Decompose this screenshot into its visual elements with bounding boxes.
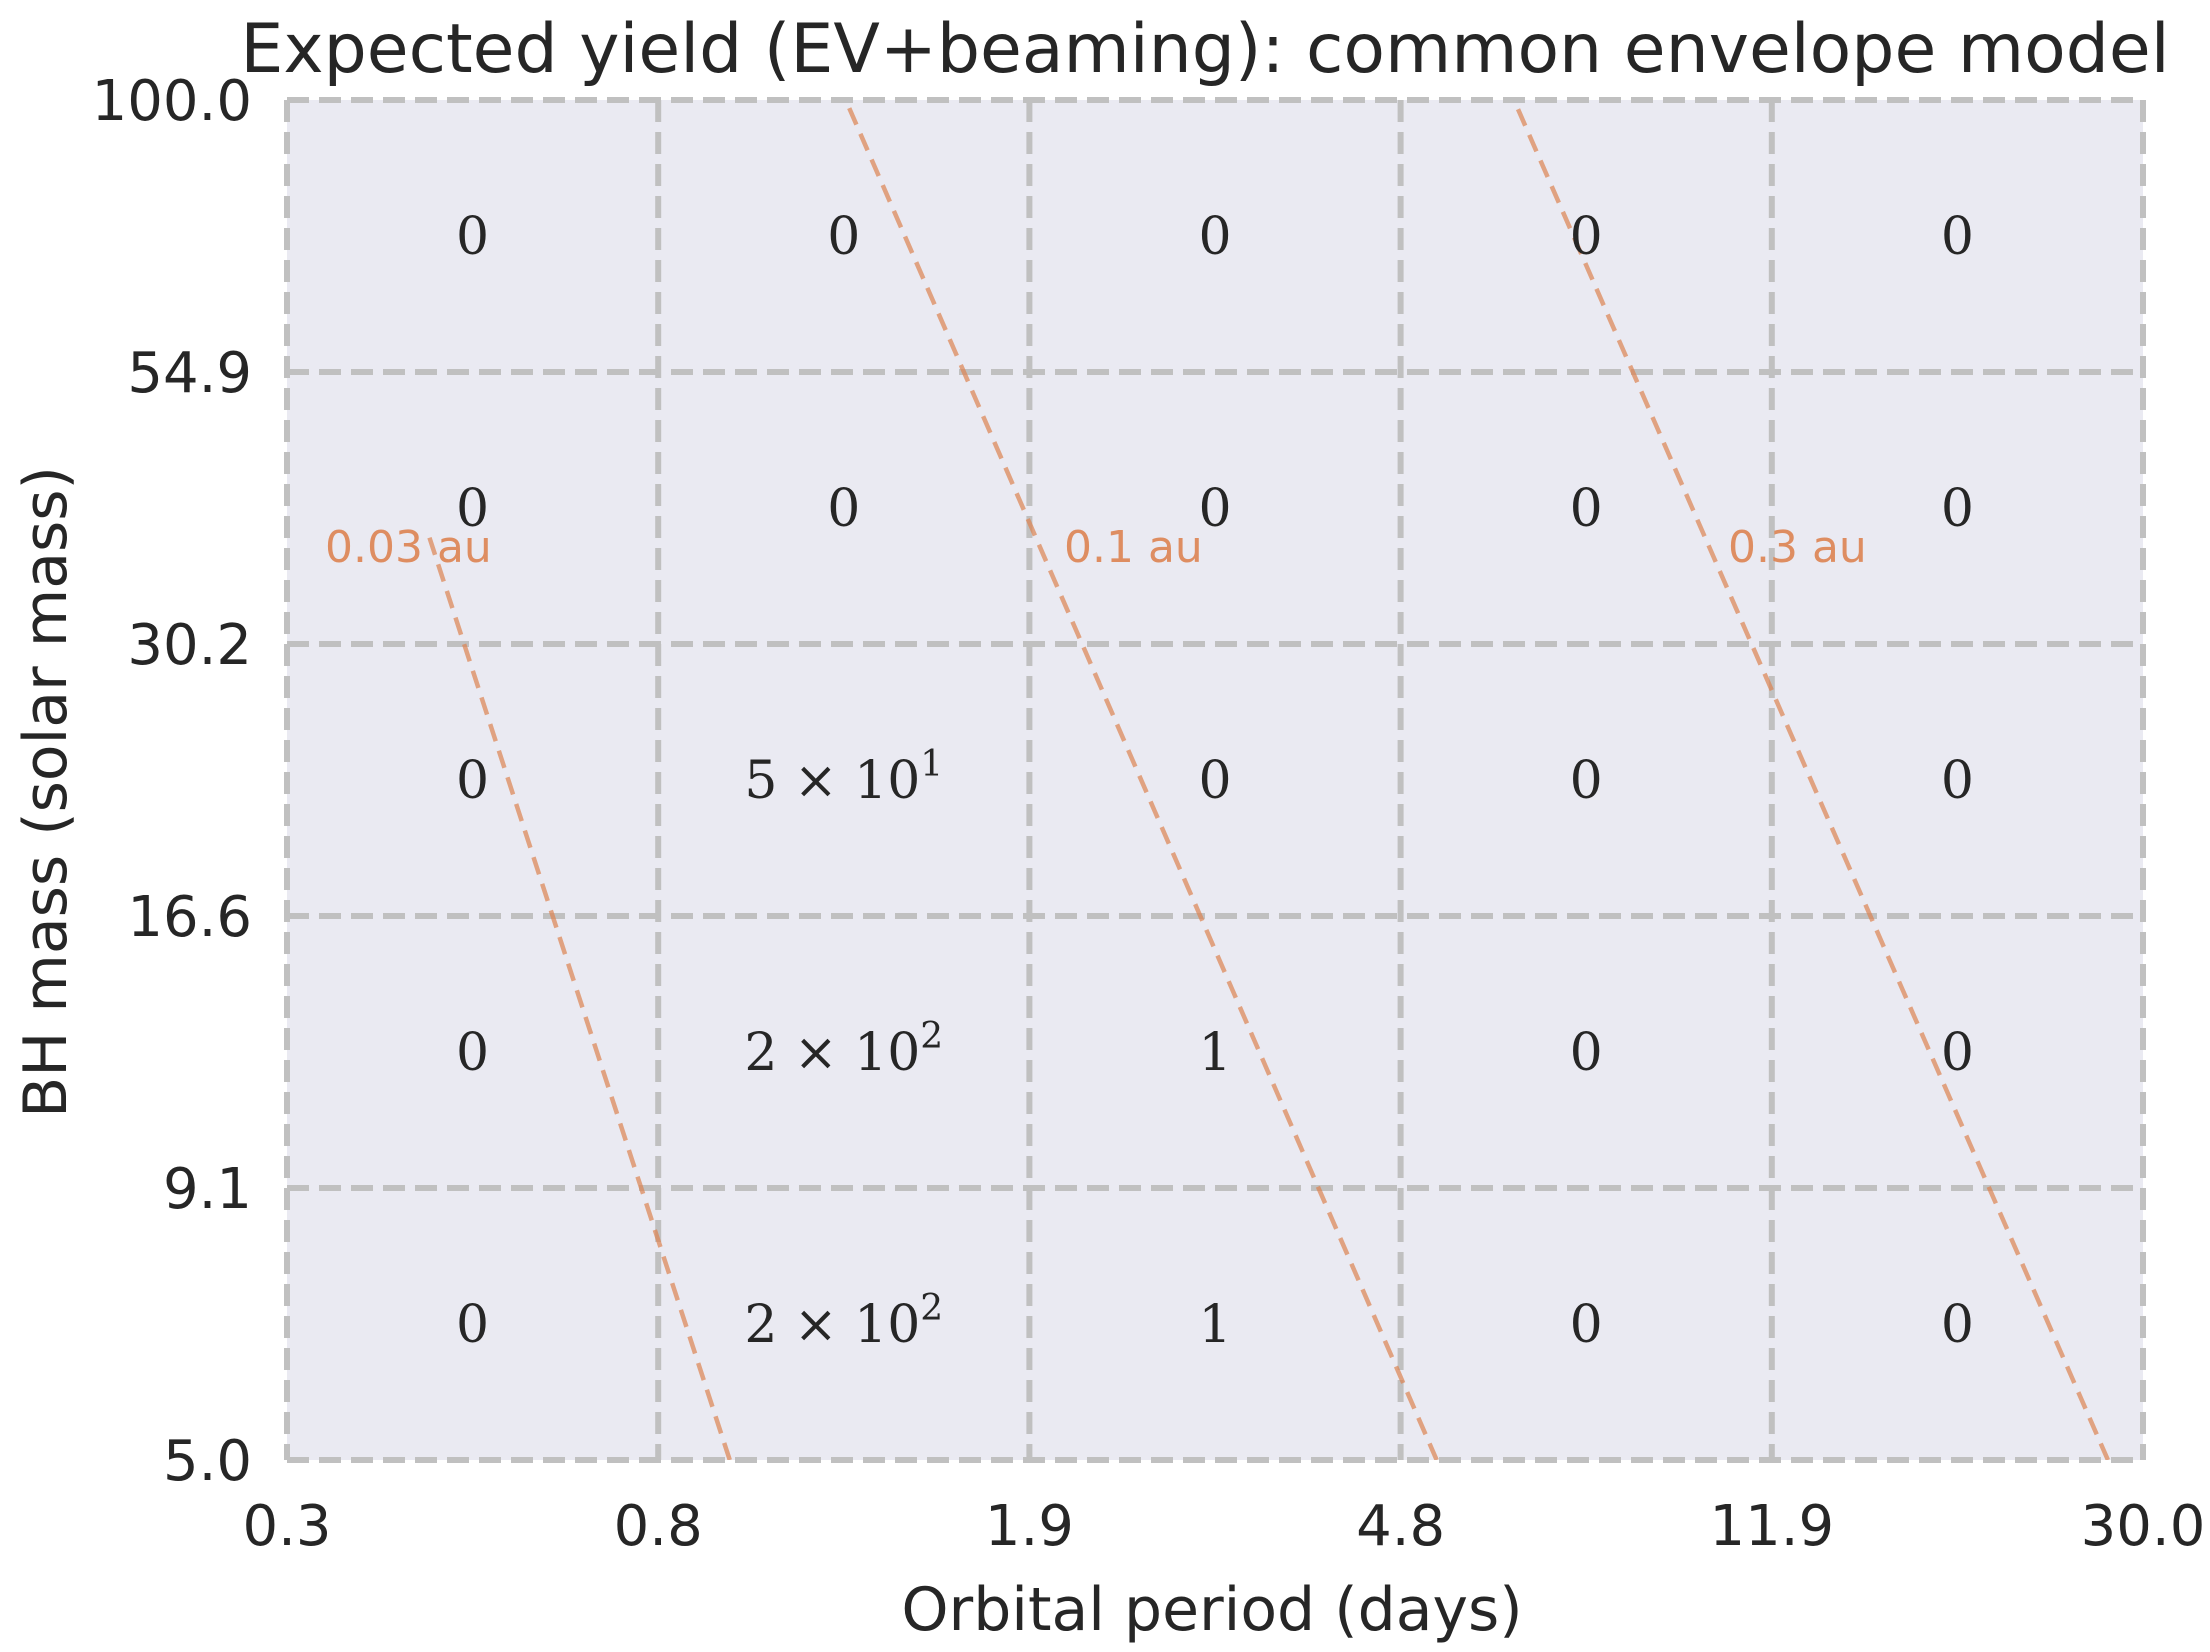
separation-line [425,532,732,1460]
cell-value: 1 [1198,1023,1231,1083]
cell-value: 0 [1570,1023,1603,1083]
x-tick-label: 0.3 [242,1494,331,1559]
cell-value: 0 [1198,207,1231,267]
cell-value: 0 [1198,751,1231,811]
cell-value: 0 [1198,479,1231,539]
cell-value: 0 [456,751,489,811]
x-tick-label: 11.9 [1709,1494,1834,1559]
cell-value: 5 × 101 [744,744,943,811]
y-tick-label: 16.6 [127,885,252,950]
cell-value: 0 [456,207,489,267]
separation-line-label: 0.03 au [325,522,492,573]
separation-line-label: 0.1 au [1064,522,1203,573]
cell-value: 0 [827,207,860,267]
separation-line-label: 0.3 au [1728,522,1867,573]
cell-value: 0 [1570,1295,1603,1355]
cell-value: 0 [1941,1295,1974,1355]
x-tick-label: 30.0 [2081,1494,2206,1559]
cell-value: 2 × 102 [744,1016,943,1083]
x-tick-label: 1.9 [985,1494,1074,1559]
separation-lines [425,100,2110,1460]
y-tick-label: 9.1 [163,1157,252,1222]
y-tick-label: 5.0 [163,1429,252,1494]
cell-exponent: 2 [920,1016,943,1057]
cell-exponent: 1 [920,744,943,785]
y-tick-label: 54.9 [127,341,252,406]
cell-value: 2 × 102 [744,1288,943,1355]
y-axis-label: BH mass (solar mass) [11,466,81,1118]
chart-title: Expected yield (EV+beaming): common enve… [240,10,2169,89]
cell-mantissa: 5 × 10 [744,751,920,811]
separation-line [843,100,1439,1460]
cell-value: 0 [1570,751,1603,811]
cell-value: 0 [1941,1023,1974,1083]
cell-value: 0 [1570,479,1603,539]
cell-value: 0 [456,1023,489,1083]
x-axis-label: Orbital period (days) [901,1575,1522,1645]
separation-line [1511,100,2110,1460]
x-tick-label: 0.8 [614,1494,703,1559]
cell-mantissa: 2 × 10 [744,1023,920,1083]
plot-background [287,100,2143,1460]
cell-value: 0 [1941,751,1974,811]
y-tick-label: 30.2 [127,613,252,678]
cell-value: 1 [1198,1295,1231,1355]
cell-value: 0 [1941,207,1974,267]
cell-value: 0 [1941,479,1974,539]
cell-mantissa: 2 × 10 [744,1295,920,1355]
cell-value: 0 [827,479,860,539]
cell-exponent: 2 [920,1288,943,1329]
x-tick-label: 4.8 [1356,1494,1445,1559]
cell-value: 0 [1570,207,1603,267]
cell-value: 0 [456,479,489,539]
y-tick-label: 100.0 [92,69,252,134]
cell-value: 0 [456,1295,489,1355]
